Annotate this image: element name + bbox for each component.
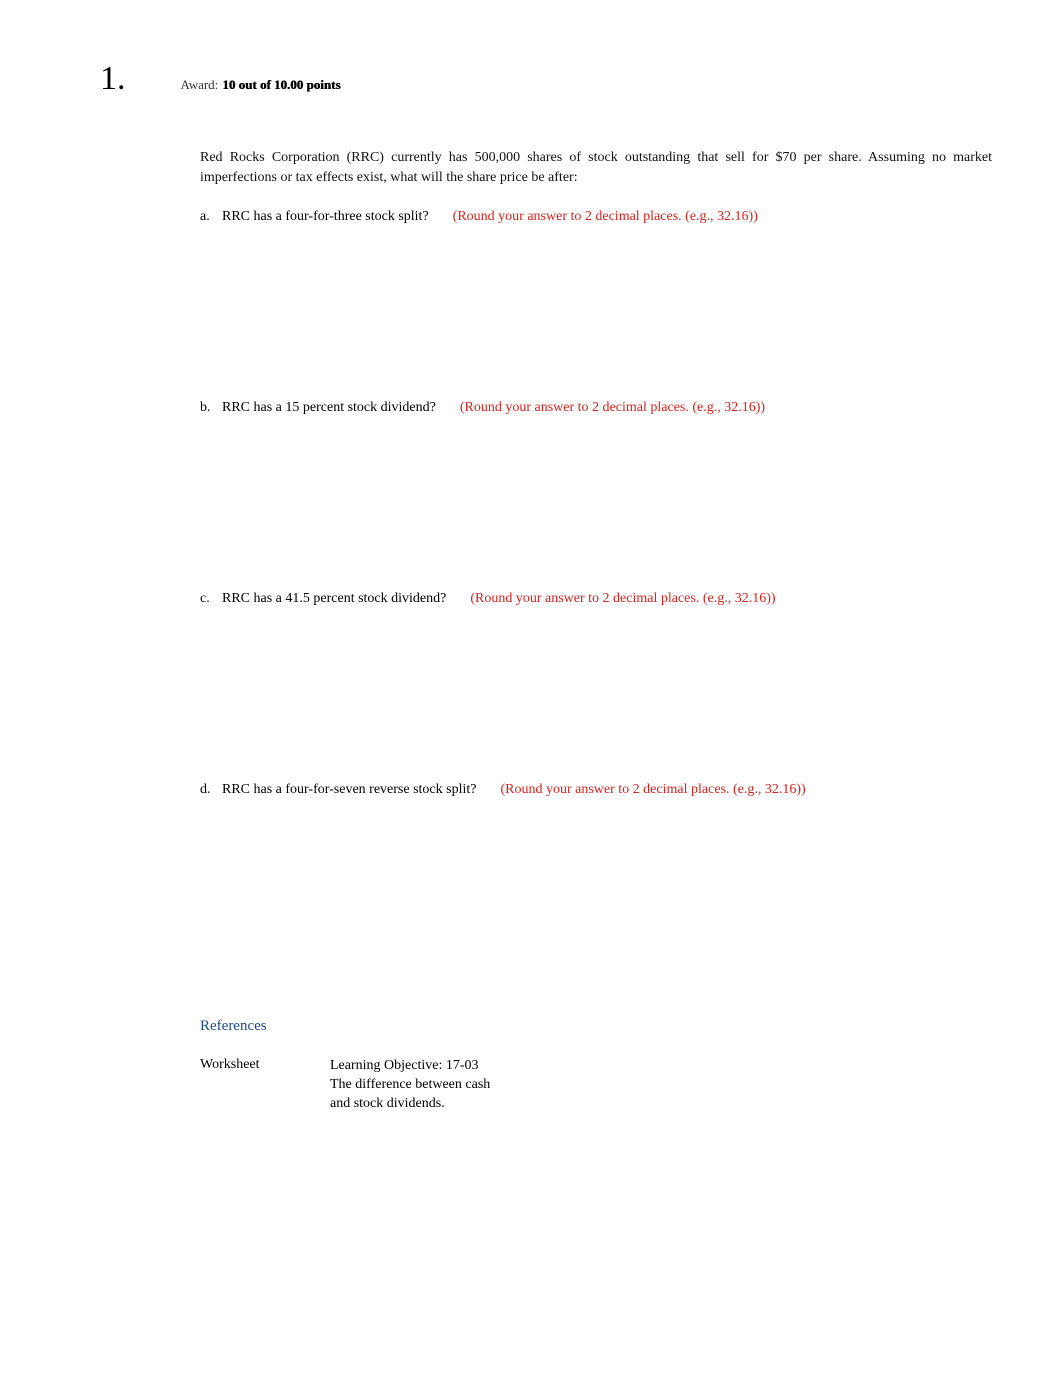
part-hint: (Round your answer to 2 decimal places. …	[470, 591, 775, 607]
question-number: 1.	[100, 60, 126, 98]
part-question: RRC has a 41.5 percent stock dividend?	[222, 591, 446, 607]
award-points: 10 out of 10.00 points	[222, 77, 340, 93]
part-a: a. RRC has a four-for-three stock split?…	[200, 209, 992, 225]
part-hint: (Round your answer to 2 decimal places. …	[453, 209, 758, 225]
part-hint: (Round your answer to 2 decimal places. …	[460, 400, 765, 416]
award-label: Award:	[181, 77, 219, 93]
question-header: 1. Award: 10 out of 10.00 points	[100, 60, 992, 98]
part-letter: b.	[200, 400, 222, 416]
question-content: Red Rocks Corporation (RRC) currently ha…	[200, 148, 992, 1114]
references-learning-objective: Learning Objective: 17-03 The difference…	[330, 1057, 500, 1114]
part-question: RRC has a four-for-seven reverse stock s…	[222, 782, 476, 798]
part-b: b. RRC has a 15 percent stock dividend? …	[200, 400, 992, 416]
part-letter: d.	[200, 782, 222, 798]
references-row: Worksheet Learning Objective: 17-03 The …	[200, 1057, 992, 1114]
references-title: References	[200, 1018, 992, 1035]
question-intro: Red Rocks Corporation (RRC) currently ha…	[200, 148, 992, 187]
part-hint: (Round your answer to 2 decimal places. …	[500, 782, 805, 798]
part-letter: a.	[200, 209, 222, 225]
part-d: d. RRC has a four-for-seven reverse stoc…	[200, 782, 992, 798]
references-worksheet: Worksheet	[200, 1057, 330, 1114]
part-question: RRC has a 15 percent stock dividend?	[222, 400, 436, 416]
references-block: References Worksheet Learning Objective:…	[200, 1018, 992, 1114]
part-question: RRC has a four-for-three stock split?	[222, 209, 429, 225]
part-letter: c.	[200, 591, 222, 607]
part-c: c. RRC has a 41.5 percent stock dividend…	[200, 591, 992, 607]
